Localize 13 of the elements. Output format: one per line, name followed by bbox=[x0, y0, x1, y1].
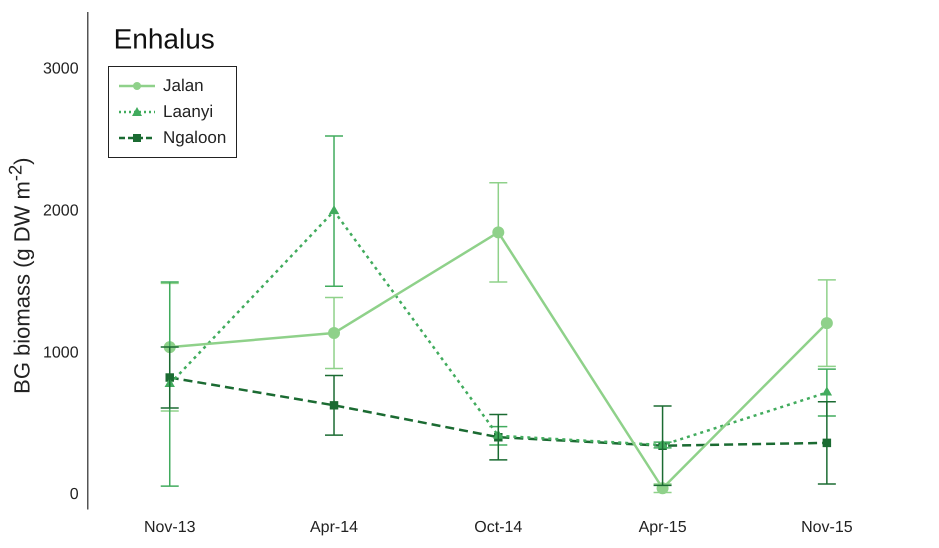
chart-title: Enhalus bbox=[114, 23, 215, 54]
y-tick-label: 1000 bbox=[43, 344, 79, 362]
y-tick-label: 3000 bbox=[43, 60, 79, 78]
legend-label: Laanyi bbox=[163, 102, 214, 122]
x-tick-label: Apr-14 bbox=[310, 518, 358, 536]
legend-label: Ngaloon bbox=[163, 128, 226, 148]
x-tick-label: Apr-15 bbox=[638, 518, 687, 536]
x-tick-label: Nov-15 bbox=[801, 518, 853, 536]
legend-label: Jalan bbox=[163, 76, 204, 96]
x-tick-label: Nov-13 bbox=[144, 518, 196, 536]
y-tick-label: 0 bbox=[70, 486, 79, 504]
y-tick-label: 2000 bbox=[43, 202, 79, 220]
x-tick-label: Oct-14 bbox=[474, 518, 522, 536]
